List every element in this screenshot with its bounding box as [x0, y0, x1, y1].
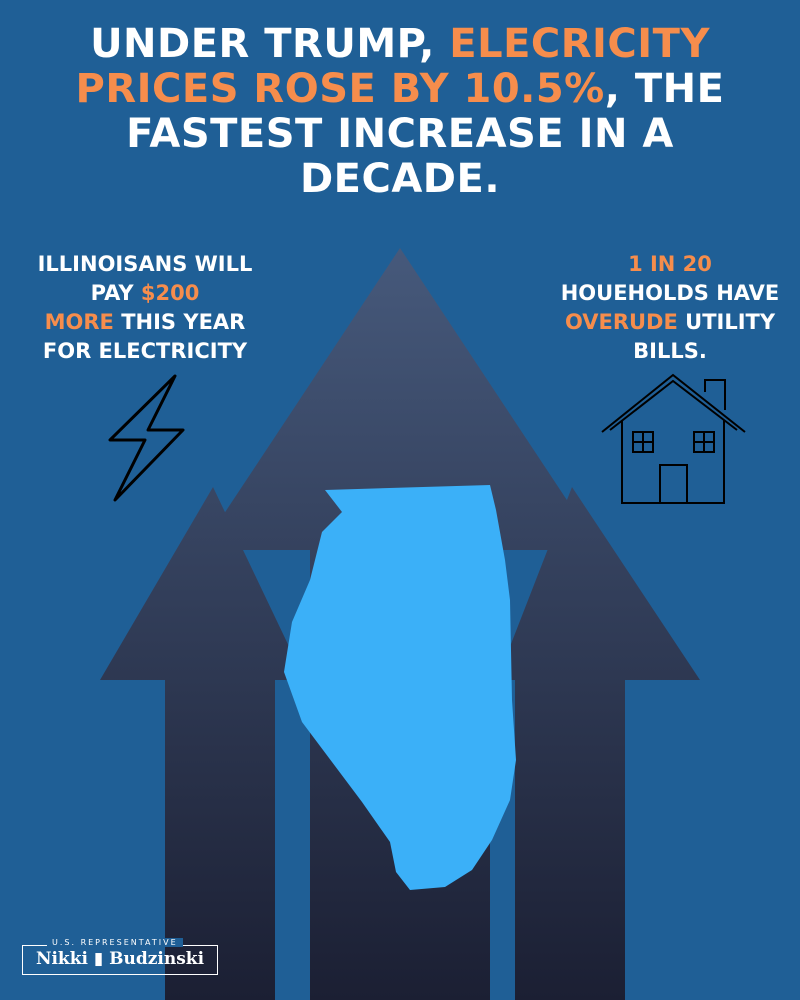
right-stat: 1 IN 20 HOUEHOLDS HAVE OVERUDE UTILITY BI… — [555, 250, 785, 366]
left-stat-amount: $200 — [140, 281, 200, 305]
logo-name: Nikki ▮ Budzinski — [35, 949, 205, 969]
right-stat-overdue: OVERUDE — [564, 310, 678, 334]
left-stat: ILLINOISANS WILL PAY $200 MORE THIS YEAR … — [20, 250, 270, 366]
up-arrow-icon — [497, 487, 700, 1000]
right-stat-ratio: 1 IN 20 — [628, 252, 712, 276]
right-stat-text-end: UTILITY BILLS. — [633, 310, 776, 363]
left-stat-more: MORE — [44, 310, 114, 334]
up-arrow-icon — [100, 487, 305, 1000]
right-stat-text: HOUEHOLDS HAVE — [560, 281, 780, 305]
logo-subtitle: U.S. REPRESENTATIVE — [47, 938, 183, 947]
left-stat-text-end: THIS YEAR FOR ELECTRICITY — [42, 310, 248, 363]
left-stat-text: ILLINOISANS WILL PAY — [37, 252, 253, 305]
headline-highlight: ELECRICITY PRICES ROSE BY 10.5% — [75, 21, 710, 112]
lightning-bolt-icon — [108, 374, 185, 502]
headline-text: UNDER TRUMP, — [90, 21, 450, 67]
headline: UNDER TRUMP, ELECRICITY PRICES ROSE BY 1… — [60, 22, 740, 202]
logo: U.S. REPRESENTATIVE Nikki ▮ Budzinski — [22, 938, 218, 975]
headline-text-end: , THE FASTEST INCREASE IN A DECADE. — [126, 66, 725, 202]
house-icon — [601, 373, 746, 504]
illinois-map-icon — [284, 485, 516, 890]
